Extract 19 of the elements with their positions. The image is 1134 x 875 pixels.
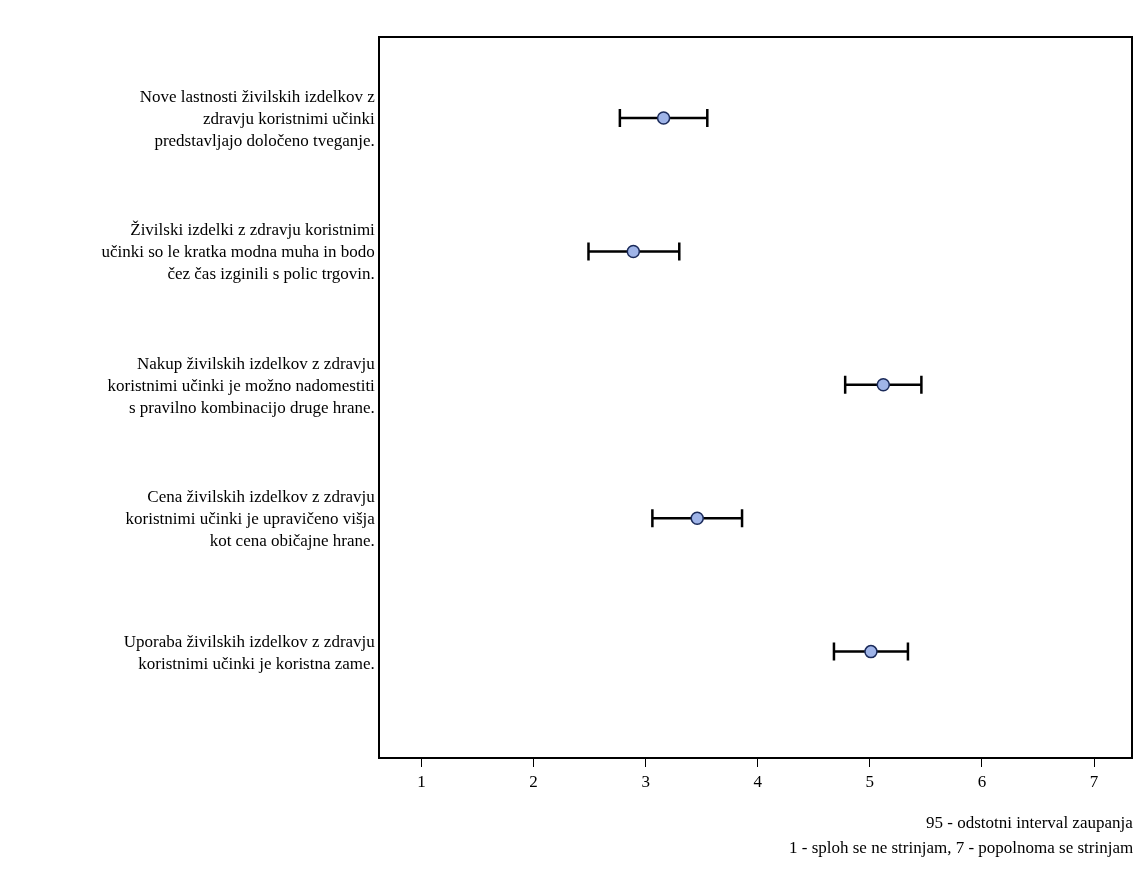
point bbox=[656, 111, 671, 125]
x-tick-label: 1 bbox=[417, 772, 426, 792]
x-tick-label: 6 bbox=[977, 772, 987, 792]
x-tick-label: 7 bbox=[1089, 772, 1099, 792]
x-tick-label: 3 bbox=[641, 772, 650, 792]
point bbox=[864, 644, 878, 659]
x-tick-label: 5 bbox=[865, 772, 875, 792]
y-tick-label: Nakup živilskih izdelkov z zdravju koristnimi učinki je možno nadomestiti s pravilno kombinacijo druge hrane. bbox=[107, 353, 376, 417]
text: 1 - sploh se ne strinjam, 7 - popolnoma se strinjam bbox=[789, 838, 1134, 857]
point bbox=[876, 378, 891, 392]
y-tick-label: Nove lastnosti živilskih izdelkov z zdravju koristnimi učinki predstavljajo določeno tveganje. bbox=[139, 86, 376, 151]
y-tick-label: Uporaba živilskih izdelkov z zdravju koristnimi učinki je koristna zame. bbox=[123, 631, 376, 673]
point bbox=[626, 244, 641, 259]
y-tick-label: Živilski izdelki z zdravju koristnimi učinki so le kratka modna muha in bodo čez čas izginili s polic trgovin. bbox=[101, 220, 376, 284]
x-tick-label: 2 bbox=[529, 772, 538, 792]
y-tick-label: Cena živilskih izdelkov z zdravju koristnimi učinki je upravičeno višja kot cena običajne hrane. bbox=[125, 487, 376, 551]
x-tick-label: 4 bbox=[753, 772, 763, 792]
point bbox=[690, 511, 704, 525]
text: 95 - odstotni interval zaupanja bbox=[926, 813, 1134, 832]
